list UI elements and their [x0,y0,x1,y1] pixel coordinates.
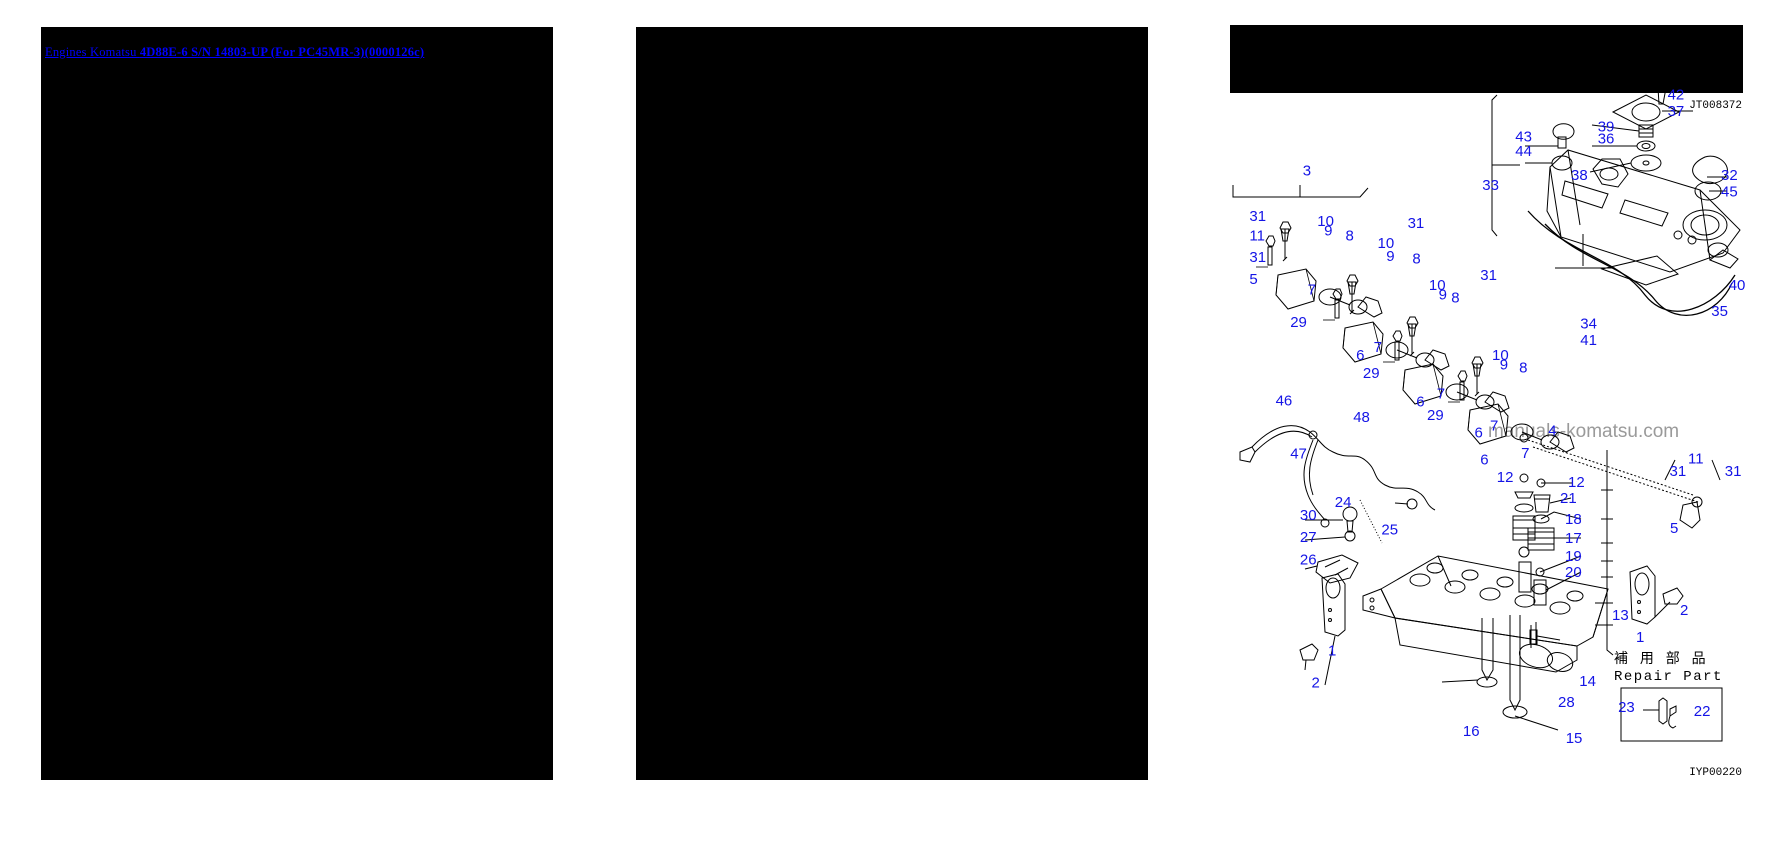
svg-text:1: 1 [1636,629,1644,646]
svg-text:40: 40 [1729,277,1746,294]
svg-text:34: 34 [1580,316,1597,333]
svg-text:9: 9 [1500,357,1508,374]
svg-text:23: 23 [1618,699,1635,716]
svg-text:17: 17 [1565,530,1582,547]
svg-text:30: 30 [1300,507,1317,524]
svg-text:11: 11 [1688,451,1704,468]
svg-text:46: 46 [1276,392,1293,409]
svg-text:7: 7 [1521,445,1529,462]
svg-text:9: 9 [1386,248,1394,265]
svg-text:7: 7 [1490,418,1498,435]
svg-text:12: 12 [1568,474,1585,491]
svg-text:Repair Part: Repair Part [1614,669,1723,685]
svg-text:47: 47 [1290,446,1307,463]
svg-text:16: 16 [1463,723,1480,740]
svg-text:21: 21 [1560,490,1577,507]
svg-text:26: 26 [1300,552,1317,569]
svg-text:8: 8 [1519,359,1527,376]
svg-text:31: 31 [1725,463,1742,480]
svg-text:31: 31 [1408,215,1425,232]
svg-text:20: 20 [1565,564,1582,581]
svg-text:11: 11 [1249,227,1265,244]
svg-text:補 用 部 品: 補 用 部 品 [1614,650,1710,666]
svg-text:22: 22 [1694,703,1711,720]
svg-text:6: 6 [1480,452,1488,469]
svg-text:35: 35 [1711,303,1728,320]
svg-text:JT008372: JT008372 [1689,100,1742,112]
svg-text:8: 8 [1412,251,1420,268]
svg-text:1: 1 [1328,643,1336,660]
svg-text:31: 31 [1249,249,1266,266]
svg-text:9: 9 [1324,223,1332,240]
svg-text:37: 37 [1668,103,1685,120]
svg-text:27: 27 [1300,529,1317,546]
svg-text:12: 12 [1497,469,1514,486]
svg-text:31: 31 [1249,208,1266,225]
svg-text:6: 6 [1356,347,1364,364]
svg-text:42: 42 [1668,87,1685,104]
svg-text:24: 24 [1335,494,1352,511]
svg-text:13: 13 [1612,607,1629,624]
svg-text:33: 33 [1482,177,1499,194]
svg-text:38: 38 [1571,167,1588,184]
svg-text:8: 8 [1451,290,1459,307]
svg-text:44: 44 [1515,143,1532,160]
svg-text:28: 28 [1558,694,1575,711]
svg-text:18: 18 [1565,511,1582,528]
svg-text:5: 5 [1249,271,1257,288]
svg-text:IYP00220: IYP00220 [1689,767,1742,779]
svg-text:4: 4 [1548,422,1556,439]
svg-text:29: 29 [1290,314,1307,331]
svg-text:25: 25 [1381,521,1398,538]
svg-text:36: 36 [1598,130,1615,147]
svg-text:2: 2 [1680,602,1688,619]
svg-text:6: 6 [1416,393,1424,410]
svg-text:19: 19 [1565,548,1582,565]
svg-text:3: 3 [1303,162,1311,179]
svg-text:15: 15 [1566,730,1583,747]
svg-text:45: 45 [1721,184,1738,201]
svg-text:9: 9 [1439,287,1447,304]
svg-text:29: 29 [1363,365,1380,382]
svg-text:48: 48 [1353,409,1370,426]
svg-text:31: 31 [1670,463,1687,480]
svg-text:8: 8 [1346,227,1354,244]
svg-text:14: 14 [1579,673,1596,690]
svg-text:6: 6 [1475,424,1483,441]
svg-text:7: 7 [1308,282,1316,299]
svg-text:2: 2 [1312,675,1320,692]
svg-text:31: 31 [1480,267,1497,284]
svg-text:7: 7 [1374,339,1382,356]
svg-text:7: 7 [1437,386,1445,403]
svg-text:29: 29 [1427,407,1444,424]
svg-text:5: 5 [1670,520,1678,537]
svg-text:32: 32 [1721,167,1738,184]
svg-text:41: 41 [1580,332,1597,349]
